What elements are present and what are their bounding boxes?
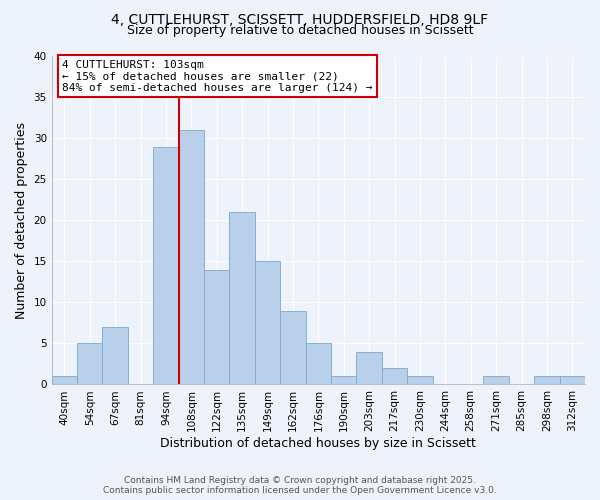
Bar xyxy=(153,146,179,384)
X-axis label: Distribution of detached houses by size in Scissett: Distribution of detached houses by size … xyxy=(160,437,476,450)
Bar xyxy=(77,344,103,384)
Bar xyxy=(103,327,128,384)
Y-axis label: Number of detached properties: Number of detached properties xyxy=(15,122,28,319)
Bar xyxy=(407,376,433,384)
Text: Contains HM Land Registry data © Crown copyright and database right 2025.
Contai: Contains HM Land Registry data © Crown c… xyxy=(103,476,497,495)
Bar xyxy=(382,368,407,384)
Text: 4 CUTTLEHURST: 103sqm
← 15% of detached houses are smaller (22)
84% of semi-deta: 4 CUTTLEHURST: 103sqm ← 15% of detached … xyxy=(62,60,373,93)
Bar xyxy=(534,376,560,384)
Bar xyxy=(52,376,77,384)
Bar xyxy=(179,130,204,384)
Text: Size of property relative to detached houses in Scissett: Size of property relative to detached ho… xyxy=(127,24,473,37)
Bar xyxy=(280,310,305,384)
Bar xyxy=(305,344,331,384)
Bar xyxy=(229,212,255,384)
Text: 4, CUTTLEHURST, SCISSETT, HUDDERSFIELD, HD8 9LF: 4, CUTTLEHURST, SCISSETT, HUDDERSFIELD, … xyxy=(112,12,488,26)
Bar xyxy=(484,376,509,384)
Bar xyxy=(560,376,585,384)
Bar xyxy=(331,376,356,384)
Bar xyxy=(356,352,382,384)
Bar xyxy=(255,262,280,384)
Bar xyxy=(204,270,229,384)
